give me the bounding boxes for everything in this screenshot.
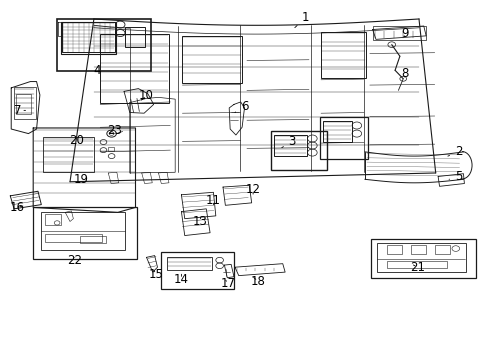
Bar [62, 22, 115, 52]
Bar [319, 117, 367, 159]
Bar [320, 32, 366, 78]
Bar [167, 257, 212, 270]
Text: 14: 14 [174, 273, 188, 285]
Text: 19: 19 [73, 173, 88, 186]
Text: 6: 6 [234, 100, 248, 113]
Bar [323, 121, 351, 142]
Text: 13: 13 [193, 215, 207, 228]
Bar [182, 36, 242, 83]
Bar [274, 135, 306, 156]
Text: 4: 4 [93, 64, 101, 77]
Text: 5: 5 [448, 170, 462, 183]
Bar [434, 245, 449, 254]
Bar [61, 22, 116, 54]
Bar [386, 261, 446, 268]
Bar [161, 252, 233, 289]
Bar [41, 212, 125, 250]
Bar [372, 26, 425, 40]
Bar [57, 19, 151, 71]
Text: 12: 12 [245, 183, 260, 196]
Bar [386, 245, 402, 254]
Bar [410, 245, 425, 254]
Text: 8: 8 [400, 67, 407, 80]
Bar [16, 94, 31, 114]
Bar [270, 131, 326, 170]
Bar [377, 243, 465, 272]
Text: 7: 7 [14, 104, 25, 117]
Bar [44, 234, 102, 242]
Text: 10: 10 [139, 89, 154, 102]
Bar [100, 34, 169, 103]
Text: 22: 22 [67, 254, 82, 267]
Text: 3: 3 [281, 135, 295, 148]
Text: 17: 17 [220, 277, 235, 290]
Text: 1: 1 [294, 11, 309, 28]
Text: 21: 21 [409, 261, 424, 274]
Text: 23: 23 [107, 123, 122, 136]
Text: 20: 20 [69, 134, 83, 147]
Bar [108, 147, 114, 151]
Text: 15: 15 [148, 268, 163, 281]
Text: 18: 18 [250, 275, 265, 288]
Text: 11: 11 [205, 194, 221, 207]
Text: 2: 2 [447, 145, 462, 158]
Bar [80, 236, 105, 243]
Bar [125, 27, 145, 48]
Bar [370, 239, 475, 278]
Text: 9: 9 [400, 27, 407, 40]
Bar [44, 215, 61, 225]
Bar [14, 87, 36, 119]
Bar [42, 137, 94, 172]
Bar [33, 207, 137, 260]
Text: 16: 16 [10, 201, 25, 214]
